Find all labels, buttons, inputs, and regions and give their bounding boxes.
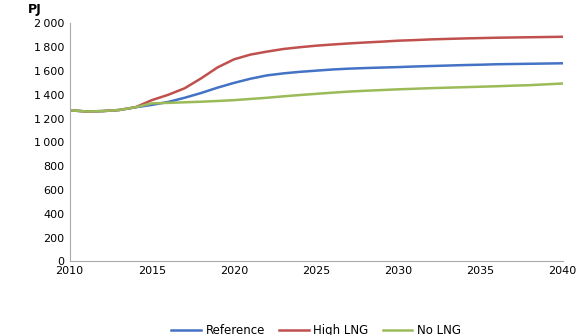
High LNG bbox=[247, 53, 254, 57]
High LNG bbox=[526, 35, 533, 39]
Reference bbox=[543, 62, 550, 66]
High LNG bbox=[198, 76, 205, 80]
High LNG bbox=[82, 110, 89, 114]
No LNG bbox=[115, 108, 122, 112]
Reference bbox=[510, 62, 517, 66]
High LNG bbox=[66, 108, 73, 112]
Reference bbox=[198, 91, 205, 95]
Reference bbox=[378, 66, 385, 70]
High LNG bbox=[132, 105, 139, 109]
High LNG bbox=[346, 42, 353, 46]
No LNG bbox=[214, 99, 221, 103]
Reference bbox=[280, 71, 287, 75]
Reference bbox=[115, 108, 122, 112]
No LNG bbox=[444, 86, 451, 90]
No LNG bbox=[477, 85, 484, 89]
High LNG bbox=[494, 36, 501, 40]
Reference bbox=[66, 108, 73, 112]
High LNG bbox=[165, 93, 172, 97]
No LNG bbox=[165, 101, 172, 105]
High LNG bbox=[181, 86, 188, 90]
High LNG bbox=[296, 45, 303, 49]
No LNG bbox=[395, 87, 402, 91]
High LNG bbox=[280, 47, 287, 51]
Reference bbox=[313, 69, 320, 73]
No LNG bbox=[329, 91, 336, 95]
No LNG bbox=[82, 110, 89, 114]
High LNG bbox=[395, 39, 402, 43]
Reference bbox=[494, 62, 501, 66]
High LNG bbox=[214, 65, 221, 69]
No LNG bbox=[247, 97, 254, 101]
Reference bbox=[99, 109, 106, 113]
Reference bbox=[444, 64, 451, 68]
No LNG bbox=[559, 81, 566, 85]
Reference bbox=[296, 70, 303, 74]
No LNG bbox=[230, 98, 237, 102]
No LNG bbox=[148, 102, 155, 106]
Reference bbox=[181, 96, 188, 100]
Legend: Reference, High LNG, No LNG: Reference, High LNG, No LNG bbox=[166, 320, 466, 335]
Reference bbox=[427, 64, 434, 68]
High LNG bbox=[477, 36, 484, 40]
High LNG bbox=[99, 109, 106, 113]
High LNG bbox=[559, 35, 566, 39]
No LNG bbox=[510, 84, 517, 88]
Reference bbox=[230, 81, 237, 85]
Reference bbox=[477, 63, 484, 67]
High LNG bbox=[329, 43, 336, 47]
No LNG bbox=[526, 83, 533, 87]
No LNG bbox=[346, 89, 353, 93]
No LNG bbox=[198, 100, 205, 104]
Reference bbox=[395, 65, 402, 69]
No LNG bbox=[313, 92, 320, 96]
Reference bbox=[214, 86, 221, 90]
No LNG bbox=[362, 89, 369, 93]
No LNG bbox=[99, 109, 106, 113]
High LNG bbox=[362, 41, 369, 45]
Reference bbox=[82, 110, 89, 114]
Reference bbox=[346, 67, 353, 71]
High LNG bbox=[427, 38, 434, 42]
Text: PJ: PJ bbox=[28, 3, 41, 16]
High LNG bbox=[148, 98, 155, 102]
High LNG bbox=[115, 108, 122, 112]
No LNG bbox=[263, 96, 270, 100]
High LNG bbox=[444, 37, 451, 41]
Reference bbox=[132, 105, 139, 109]
No LNG bbox=[411, 87, 418, 91]
No LNG bbox=[378, 88, 385, 92]
Reference bbox=[263, 73, 270, 77]
No LNG bbox=[66, 108, 73, 112]
No LNG bbox=[461, 85, 467, 89]
High LNG bbox=[313, 44, 320, 48]
Reference bbox=[165, 100, 172, 104]
Line: No LNG: No LNG bbox=[70, 83, 563, 112]
Reference bbox=[559, 61, 566, 65]
No LNG bbox=[132, 105, 139, 109]
Reference bbox=[148, 103, 155, 107]
No LNG bbox=[296, 93, 303, 97]
No LNG bbox=[494, 84, 501, 88]
Reference bbox=[362, 66, 369, 70]
High LNG bbox=[378, 40, 385, 44]
Line: High LNG: High LNG bbox=[70, 37, 563, 112]
High LNG bbox=[230, 57, 237, 61]
Reference bbox=[411, 65, 418, 69]
High LNG bbox=[510, 36, 517, 40]
No LNG bbox=[280, 94, 287, 98]
Reference bbox=[461, 63, 467, 67]
High LNG bbox=[543, 35, 550, 39]
No LNG bbox=[543, 82, 550, 86]
Reference bbox=[329, 67, 336, 71]
No LNG bbox=[427, 86, 434, 90]
High LNG bbox=[263, 50, 270, 54]
Reference bbox=[526, 62, 533, 66]
High LNG bbox=[411, 38, 418, 42]
No LNG bbox=[181, 100, 188, 104]
Line: Reference: Reference bbox=[70, 63, 563, 112]
High LNG bbox=[461, 37, 467, 41]
Reference bbox=[247, 77, 254, 81]
